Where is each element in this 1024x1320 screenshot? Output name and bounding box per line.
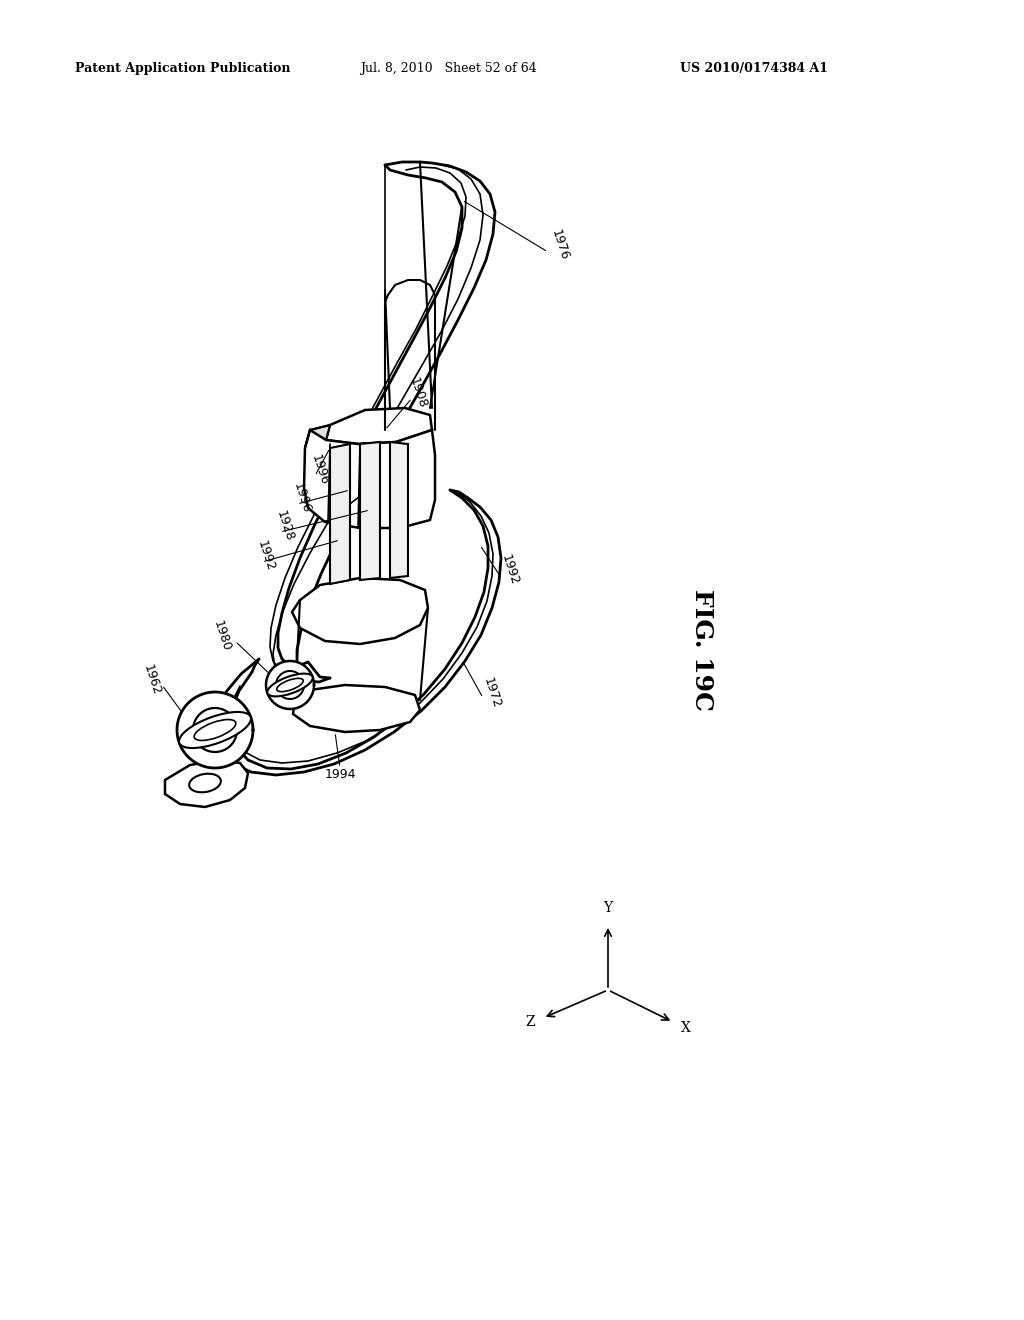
- Text: 1980: 1980: [211, 619, 233, 653]
- Text: 1996: 1996: [291, 480, 313, 515]
- Text: Jul. 8, 2010   Sheet 52 of 64: Jul. 8, 2010 Sheet 52 of 64: [360, 62, 537, 75]
- Polygon shape: [326, 408, 432, 444]
- Text: 1994: 1994: [325, 768, 355, 781]
- Polygon shape: [360, 442, 380, 579]
- Polygon shape: [305, 425, 330, 447]
- Text: 1992: 1992: [255, 539, 278, 573]
- Polygon shape: [390, 442, 408, 578]
- Text: 1962: 1962: [141, 663, 163, 697]
- Text: US 2010/0174384 A1: US 2010/0174384 A1: [680, 62, 828, 75]
- Text: Z: Z: [525, 1015, 535, 1030]
- Text: 1976: 1976: [549, 228, 571, 263]
- Polygon shape: [177, 692, 253, 768]
- Text: 1992: 1992: [499, 553, 521, 587]
- Polygon shape: [266, 661, 314, 709]
- Text: X: X: [681, 1020, 691, 1035]
- Text: 1928: 1928: [274, 510, 296, 543]
- Text: Patent Application Publication: Patent Application Publication: [75, 62, 291, 75]
- Polygon shape: [165, 760, 248, 807]
- Polygon shape: [304, 430, 435, 528]
- Ellipse shape: [189, 774, 221, 792]
- Polygon shape: [293, 685, 420, 733]
- Ellipse shape: [267, 673, 312, 697]
- Text: Y: Y: [603, 902, 612, 915]
- Text: FIG. 19C: FIG. 19C: [690, 589, 714, 711]
- Polygon shape: [330, 444, 350, 583]
- Text: 1996: 1996: [309, 453, 331, 487]
- Ellipse shape: [179, 711, 251, 748]
- Ellipse shape: [195, 719, 236, 741]
- Text: 1972: 1972: [481, 676, 503, 710]
- Polygon shape: [292, 578, 428, 644]
- Ellipse shape: [276, 678, 303, 692]
- Text: 1908: 1908: [407, 376, 429, 411]
